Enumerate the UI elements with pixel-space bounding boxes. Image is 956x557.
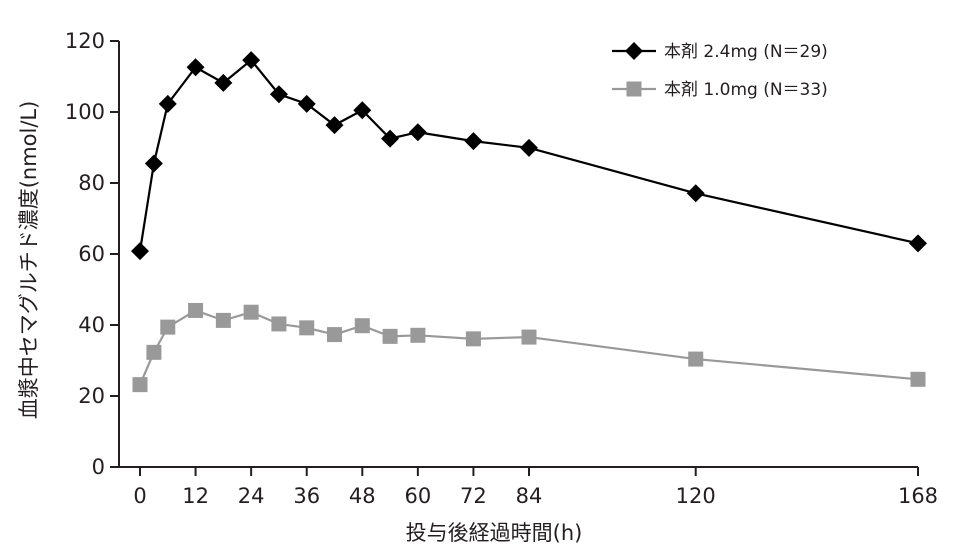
- data-point: [465, 331, 481, 347]
- data-point: [215, 312, 231, 328]
- data-point: [144, 154, 163, 173]
- data-point: [520, 138, 538, 157]
- y-tick-label: 120: [65, 29, 105, 53]
- legend-marker: [626, 81, 642, 97]
- data-point: [688, 351, 704, 367]
- legend-label: 本剤 2.4mg (N＝29): [664, 42, 828, 62]
- data-point: [269, 85, 288, 104]
- data-point: [381, 129, 400, 148]
- x-axis: 0 12 24 36 48 60 72 84 120 168: [119, 466, 938, 508]
- data-point: [146, 344, 162, 360]
- data-point: [410, 327, 426, 343]
- data-point: [521, 329, 537, 345]
- series-line: [138, 309, 919, 386]
- data-point: [354, 318, 370, 334]
- x-tick-label: 24: [238, 484, 265, 508]
- y-tick-label: 60: [78, 242, 105, 266]
- data-point: [464, 132, 483, 151]
- legend-item-1: 本剤 2.4mg (N＝29): [612, 42, 828, 62]
- data-point: [214, 73, 233, 92]
- data-point: [910, 371, 926, 387]
- data-point: [242, 51, 261, 70]
- x-tick-label: 0: [133, 484, 146, 508]
- data-point: [158, 94, 177, 113]
- data-point: [327, 327, 342, 343]
- x-tick-label: 120: [676, 484, 716, 508]
- y-axis-title: 血漿中セマグルチド濃度(nmol/L): [17, 101, 41, 420]
- legend-marker: [625, 42, 643, 60]
- data-point: [909, 234, 927, 253]
- data-point: [353, 101, 372, 120]
- legend-label: 本剤 1.0mg (N＝33): [664, 80, 828, 100]
- x-tick-label: 36: [293, 484, 320, 508]
- data-point: [382, 328, 398, 344]
- data-point: [188, 302, 204, 318]
- x-tick-label: 84: [516, 484, 543, 508]
- data-point: [160, 319, 176, 335]
- y-tick-label: 20: [78, 384, 105, 408]
- y-tick-label: 40: [78, 313, 105, 337]
- x-tick-label: 48: [349, 484, 376, 508]
- series-line: [138, 58, 919, 252]
- legend-item-2: 本剤 1.0mg (N＝33): [612, 80, 828, 100]
- x-tick-label: 12: [182, 484, 209, 508]
- y-axis: 0 20 40 60 80 100 120: [65, 29, 120, 479]
- x-tick-label: 60: [404, 484, 431, 508]
- x-tick-label: 168: [898, 484, 938, 508]
- x-tick-label: 72: [460, 484, 487, 508]
- series-2: [132, 302, 926, 393]
- data-point: [243, 304, 259, 320]
- series-1: [131, 51, 927, 261]
- y-tick-label: 80: [78, 171, 105, 195]
- data-point: [686, 184, 705, 203]
- data-point: [271, 316, 287, 332]
- data-point: [408, 123, 427, 142]
- data-point: [297, 94, 316, 113]
- data-point: [325, 116, 344, 135]
- x-axis-title: 投与後経過時間(h): [406, 521, 583, 545]
- data-point: [131, 242, 149, 261]
- data-point: [132, 377, 148, 393]
- data-point: [186, 58, 205, 77]
- y-tick-label: 100: [65, 100, 105, 124]
- y-tick-label: 0: [92, 455, 105, 479]
- data-point: [299, 320, 315, 336]
- legend: 本剤 2.4mg (N＝29) 本剤 1.0mg (N＝33): [612, 42, 828, 100]
